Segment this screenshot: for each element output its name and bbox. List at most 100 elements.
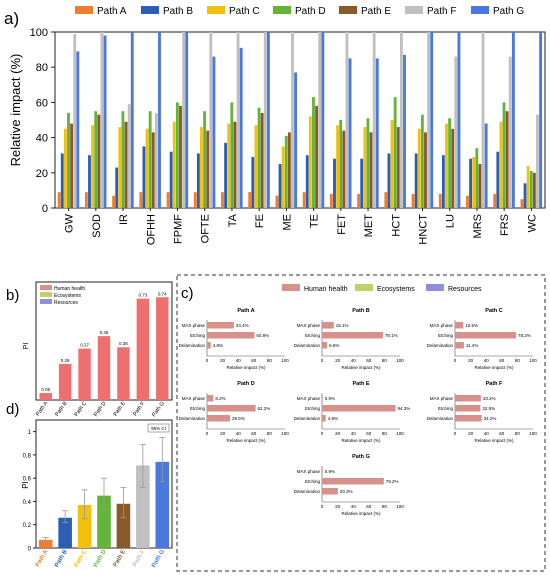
panel-a-bar-path-c-ir [118,127,122,208]
panel-c-x-tick-label: 20 [220,431,226,436]
panel-label-a: a) [4,9,19,28]
panel-a-bar-path-a-te [302,192,306,208]
panel-b-data-label-6: 0.73 [138,293,147,298]
panel-c-bar-label-4-1: 8.2% [215,396,225,401]
panel-c-bar-label-7-3: 20.3% [340,489,353,494]
panel-b-x-tick-label-5: Path E [113,400,128,417]
panel-a-bar-path-b-wc [523,183,527,208]
panel-c-row-label: Delamination [179,416,206,421]
panel-a-legend-label-3: Path C [229,6,260,17]
panel-c-bar-path-6-row-2 [455,405,481,412]
panel-a-bar-path-e-fet [342,130,346,208]
panel-c-row-label: Etching [438,333,454,338]
panel-a-bar-path-d-fe [257,107,261,208]
panel-c-bar-path-7-row-1 [322,468,323,475]
panel-b-data-label-4: 0.46 [100,330,109,335]
panel-a-bar-path-f-fe [263,32,267,208]
panel-c-bar-path-3-row-2 [455,332,516,339]
panel-a-bar-path-f-me [291,32,294,208]
panel-a-bar-path-b-hct [387,153,391,208]
panel-a-bar-path-c-wc [526,165,530,208]
panel-c-bar-label-6-1: 33.2% [483,396,496,401]
panel-c-x-tick-label: 0 [206,431,209,436]
panel-c-subchart-6: Path F MAX phase 33.2% Etching 32.5% Delamina… [427,381,538,443]
panel-a-bar-path-c-gw [63,128,67,208]
panel-a-bar-path-d-gw [67,112,70,208]
panel-a-bar-path-g-ofte [212,56,216,208]
panel-c-x-tick-label: 80 [515,358,521,363]
panel-c-x-tick-label: 100 [396,431,404,436]
panel-a-bar-path-f-mrs [481,32,485,208]
panel-a-bar-path-e-hct [396,127,400,208]
panel-c-subchart-title-7: Path G [352,454,370,460]
panel-c-bar-path-1-row-3 [207,342,211,349]
panel-a-y-tick-label: 60 [36,97,48,109]
panel-c-row-label: MAX phase [297,469,321,474]
panel-b-data-label-5: 0.38 [119,341,128,346]
panel-a-bar-path-b-gw [60,153,64,208]
panel-c-x-tick-label: 20 [468,431,474,436]
panel-d-y-tick-label: 1 [28,430,32,436]
panel-d-x-tick-label-4: Path D [93,548,108,568]
panel-c-subchart-title-5: Path E [352,381,369,387]
panel-a-x-tick-label: FE [254,214,266,228]
panel-a-bar-path-d-mrs [475,148,479,208]
panel-a-bar-path-e-wc [532,172,536,208]
panel-a-x-tick-label: ME [281,214,293,231]
panel-a-bar-path-c-fet [336,125,340,208]
panel-c-x-tick-label: 40 [484,431,490,436]
panel-c-bar-label-1-3: 4.8% [213,343,223,348]
panel-c-x-tick-label: 0 [321,504,324,509]
panel-c-x-axis-label: Relative impact (%) [341,438,381,443]
panel-a-bar-path-b-fet [333,158,336,208]
panel-a-bar-path-g-gw [76,51,80,208]
panel-d-y-tick-label: 0.8 [23,453,32,459]
panel-a-y-axis-label: Relative impact (%) [8,54,23,167]
panel-a-bar-path-d-te [312,97,315,208]
panel-c-row-label: Delamination [179,343,206,348]
panel-a-legend-label-2: Path B [163,6,193,17]
panel-a-bar-path-g-hnct [430,32,434,208]
panel-c-x-tick-label: 20 [468,358,474,363]
panel-a-x-tick-label: WC [526,214,538,232]
panel-a-bar-path-e-ofte [206,130,210,208]
panel-a-x-tick-label: HNCT [418,214,430,245]
panel-a-bar-path-g-me [294,72,298,208]
panel-a-bar-path-e-sod [97,114,101,208]
panel-a-bar-path-e-met [369,132,373,208]
panel-c-x-tick-label: 40 [236,431,242,436]
panel-a-bar-path-f-ofhh [154,112,158,208]
panel-a-bar-path-b-mrs [469,158,473,208]
panel-a-bar-path-a-ir [112,195,116,208]
panel-c-row-label: Etching [190,333,206,338]
panel-b-legend-swatch-3 [40,299,52,304]
panel-c-row-label: Delamination [427,343,454,348]
panel-a-bar-path-d-lu [448,118,452,208]
panel-c-x-tick-label: 80 [382,358,388,363]
panel-c-x-tick-label: 20 [335,504,341,509]
panel-a-legend-label-5: Path E [361,6,391,17]
panel-a-bar-path-c-te [308,116,312,208]
panel-c-x-axis-label: Relative impact (%) [474,438,514,443]
panel-a-bar-path-e-ofhh [151,132,155,208]
panel-a-bar-path-b-ir [115,167,119,208]
panel-c-subchart-title-1: Path A [237,308,254,314]
panel-c-row-label: MAX phase [182,396,206,401]
panel-c-bar-label-3-2: 78.2% [518,333,531,338]
panel-c-x-tick-label: 40 [484,358,490,363]
panel-c-x-tick-label: 80 [267,431,273,436]
panel-a-bar-path-g-frs [511,32,515,208]
panel-a-bar-path-d-sod [94,111,98,208]
panel-a-bar-path-g-wc [539,32,543,208]
panel-c-x-axis-label: Relative impact (%) [226,438,266,443]
panel-a-bar-path-f-ta [236,32,240,208]
panel-a-bar-path-f-te [318,32,322,208]
panel-a-bar-path-f-sod [100,32,104,208]
panel-a-bar-path-f-fet [345,32,349,208]
panel-c-legend-swatch-3 [426,284,444,291]
panel-a-bar-path-e-ta [233,121,237,208]
panel-c-bar-path-6-row-1 [455,395,481,402]
panel-a-bar-path-c-fe [254,125,258,208]
panel-c-row-label: MAX phase [430,396,454,401]
